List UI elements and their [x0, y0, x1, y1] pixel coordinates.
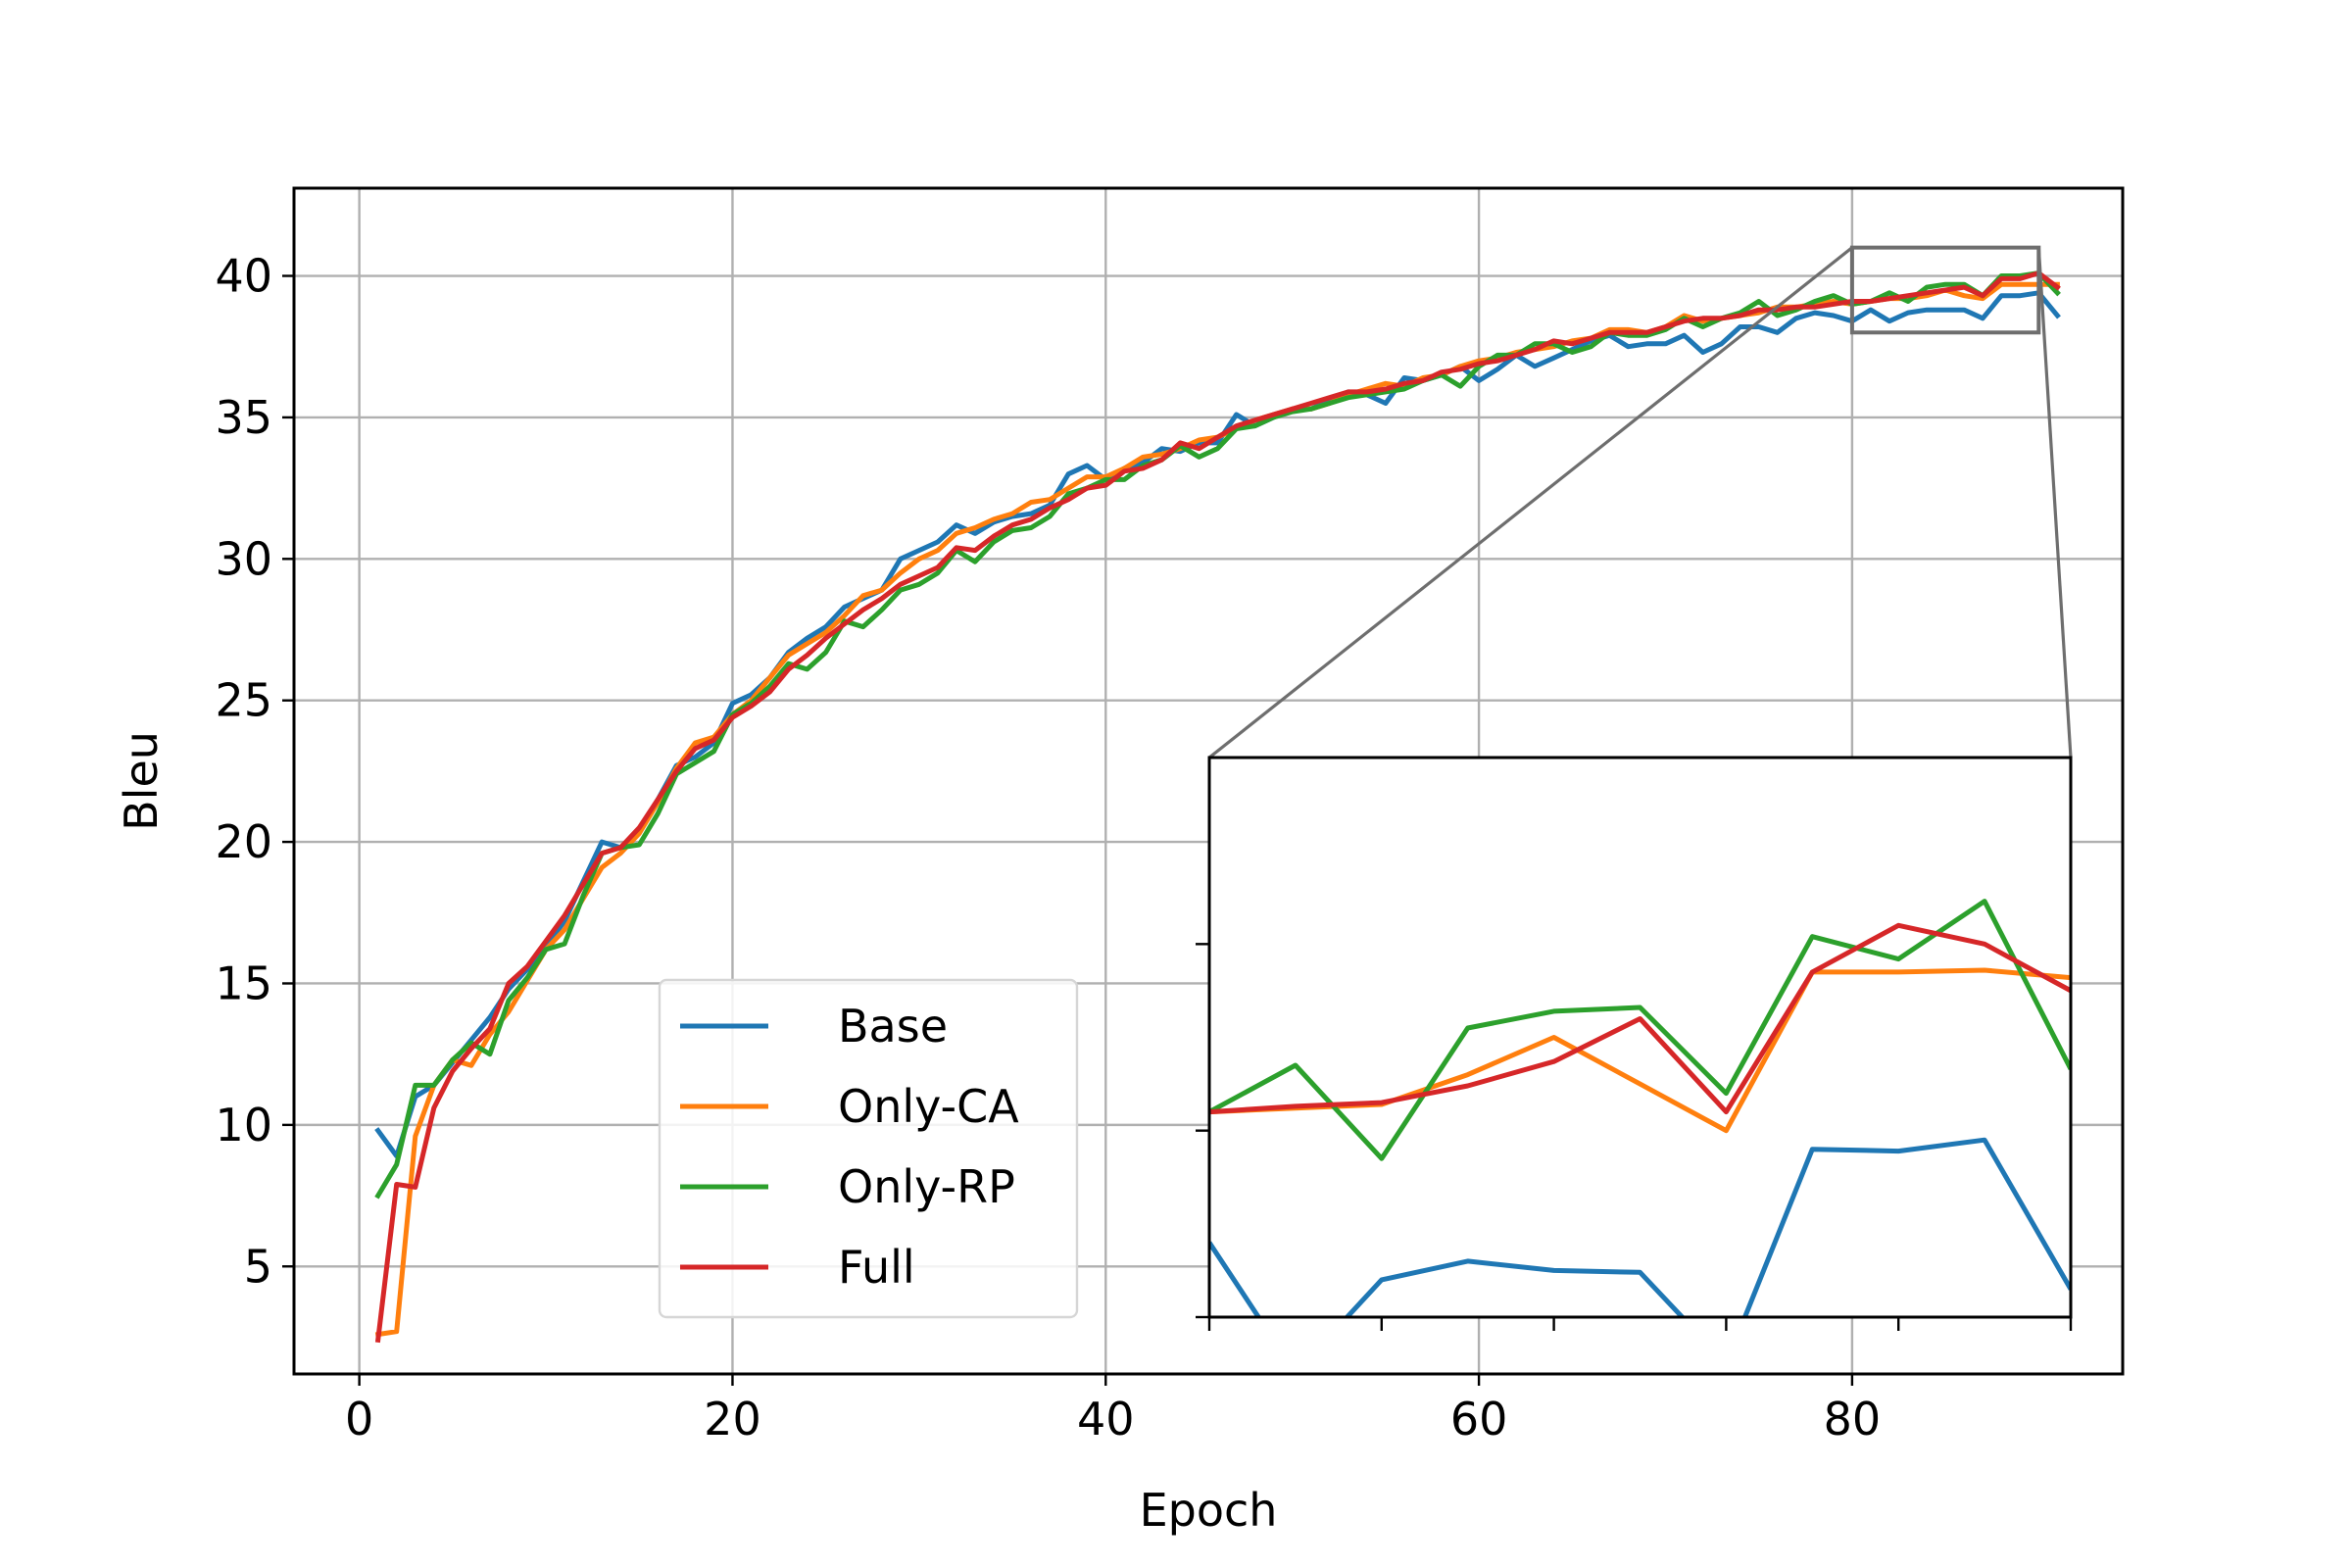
inset-series-lines [1209, 899, 2071, 1317]
inset-line-full [1209, 922, 2071, 1115]
x-tick-label: 60 [1450, 1393, 1508, 1446]
inset-frame [1207, 756, 2073, 1319]
main-plot-frame [292, 186, 2125, 1376]
zoom-connector-line [2036, 247, 2073, 759]
x-tick-label: 20 [704, 1393, 761, 1446]
legend: Base Only-CA Only-RP Full [658, 978, 1079, 1319]
legend-label-only-rp: Only-RP [838, 1160, 1015, 1213]
y-tick-label: 30 [215, 532, 272, 585]
legend-frame [658, 978, 1079, 1319]
y-axis-label: Bleu [115, 731, 168, 831]
x-tick-label: 0 [345, 1393, 373, 1446]
legend-label-full: Full [838, 1241, 915, 1294]
zoom-region-box [1849, 245, 2041, 335]
series-line-only-rp [374, 270, 2061, 1200]
series-line-full [374, 270, 2061, 1344]
y-tick-label: 25 [215, 674, 272, 727]
y-tick-label: 5 [244, 1240, 272, 1293]
inset-line-only-rp [1209, 899, 2071, 1161]
y-tick-label: 15 [215, 956, 272, 1009]
x-tick-label: 40 [1077, 1393, 1135, 1446]
inset-line-base [1209, 1137, 2071, 1317]
legend-label-only-ca: Only-CA [838, 1080, 1019, 1133]
y-tick-label: 20 [215, 815, 272, 868]
main-grid [294, 188, 2123, 1374]
legend-label-base: Base [838, 1000, 948, 1053]
y-tick-label: 35 [215, 391, 272, 444]
zoom-connector-line [1208, 246, 1853, 760]
y-tick-label: 10 [215, 1099, 272, 1152]
y-tick-label: 40 [215, 250, 272, 303]
x-axis-label: Epoch [1140, 1484, 1278, 1537]
inset-axes [1196, 756, 2073, 1331]
main-ticks: 0 20 40 60 80 5 10 15 20 25 30 35 40 [215, 250, 1881, 1446]
x-tick-label: 80 [1824, 1393, 1882, 1446]
zoom-indicator [1208, 245, 2073, 760]
inset-background [1209, 758, 2071, 1317]
